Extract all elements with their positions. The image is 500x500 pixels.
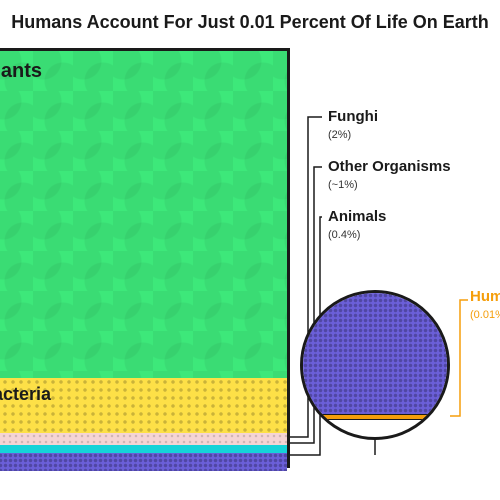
- bacteria-label: Bacteria: [0, 384, 51, 405]
- callout-animals-label: Animals: [328, 208, 386, 225]
- callout-other: Other Organisms (~1%): [328, 158, 451, 191]
- leader-humans: [450, 300, 468, 416]
- callout-other-sub: (~1%): [328, 179, 358, 191]
- callout-fungi: Funghi (2%): [328, 108, 378, 141]
- mag-layer-animals: [303, 293, 447, 414]
- humans-label-text: Humans: [470, 288, 500, 305]
- humans-label: Humans (0.01%): [470, 288, 500, 322]
- callout-fungi-label: Funghi: [328, 108, 378, 125]
- stacked-chart: [0, 48, 290, 468]
- humans-sub: (0.01%): [470, 309, 500, 321]
- plants-label: Plants: [0, 60, 42, 83]
- layer-fungi: [0, 433, 287, 445]
- callout-other-label: Other Organisms: [328, 158, 451, 175]
- layer-animals: [0, 453, 287, 471]
- mag-layer-humans: [303, 414, 447, 420]
- layer-plants: [0, 51, 287, 378]
- callout-animals-sub: (0.4%): [328, 229, 360, 241]
- page-title: Humans Account For Just 0.01 Percent Of …: [0, 12, 500, 33]
- callout-animals: Animals (0.4%): [328, 208, 386, 241]
- layer-other: [0, 445, 287, 453]
- callout-fungi-sub: (2%): [328, 129, 351, 141]
- magnifier-circle: [300, 290, 450, 440]
